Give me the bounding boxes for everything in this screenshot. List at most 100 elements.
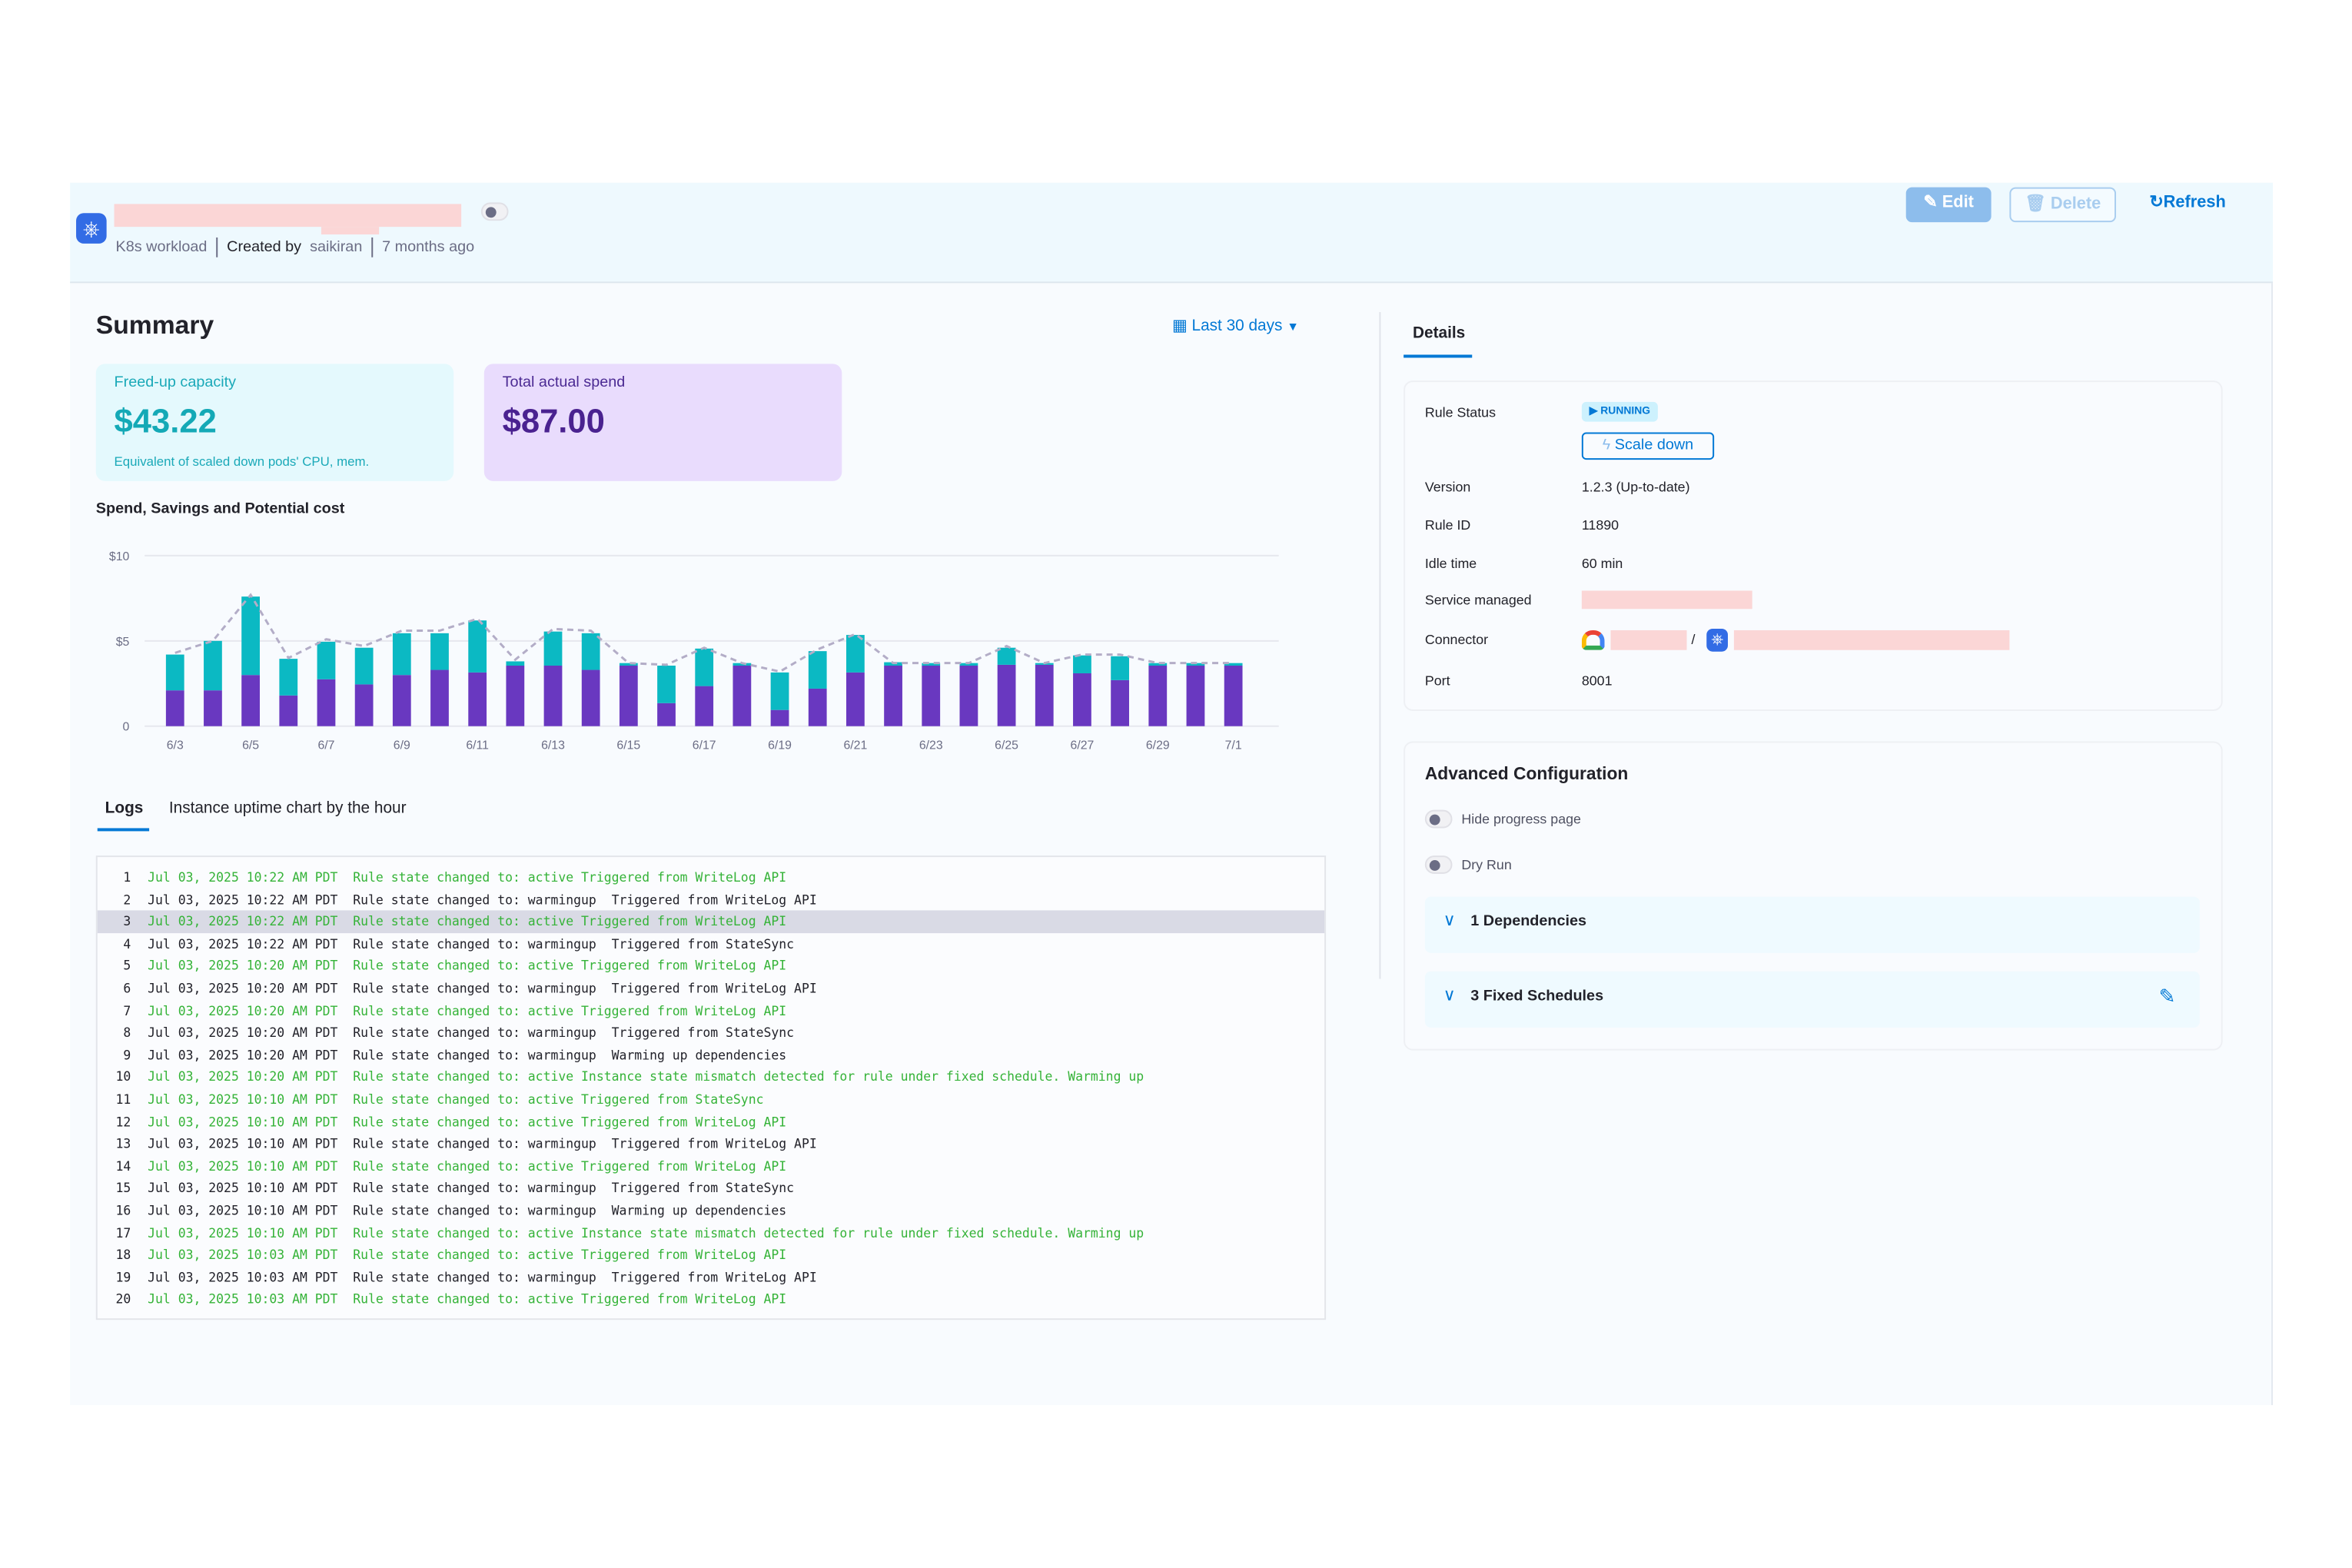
connector-redacted	[1610, 630, 1687, 650]
x-tick-label: 6/19	[768, 739, 792, 752]
log-row[interactable]: 15 Jul 03, 2025 10:10 AM PDT Rule state c…	[98, 1178, 1324, 1200]
dependencies-accordion[interactable]: ∨ 1 Dependencies	[1424, 896, 2200, 953]
service-managed-label: Service managed	[1424, 592, 1532, 608]
status-text: RUNNING	[1600, 406, 1651, 417]
log-row[interactable]: 3 Jul 03, 2025 10:22 AM PDT Rule state ch…	[97, 910, 1325, 933]
log-text: Jul 03, 2025 10:22 AM PDT Rule state cha…	[148, 891, 817, 907]
log-row[interactable]: 17 Jul 03, 2025 10:10 AM PDT Rule state c…	[98, 1222, 1324, 1244]
savings-bar	[165, 654, 184, 691]
log-row[interactable]: 1 Jul 03, 2025 10:22 AM PDT Rule state ch…	[98, 866, 1324, 889]
tab-uptime-chart[interactable]: Instance uptime chart by the hour	[168, 799, 407, 818]
play-icon: ▶	[1589, 406, 1598, 417]
savings-bar	[430, 633, 449, 670]
refresh-button[interactable]: ↻Refresh	[2138, 188, 2238, 223]
savings-bar	[733, 663, 752, 666]
log-row[interactable]: 9 Jul 03, 2025 10:20 AM PDT Rule state ch…	[98, 1044, 1324, 1066]
logs-panel[interactable]: 1 Jul 03, 2025 10:22 AM PDT Rule state ch…	[95, 855, 1327, 1321]
log-line-number: 3	[123, 913, 131, 929]
spend-bar	[204, 690, 222, 726]
spend-bar	[279, 695, 298, 726]
scale-down-label: Scale down	[1614, 437, 1694, 454]
x-tick-label: 6/27	[1071, 739, 1095, 752]
spend-chart: 0 $5 $10 6/3 6/5 6/7 6/9 6/11 6/13 6/15 6/17 6/19 6/…	[109, 550, 1279, 752]
y-tick-label: 0	[123, 721, 130, 734]
log-row[interactable]: 11 Jul 03, 2025 10:10 AM PDT Rule state c…	[98, 1088, 1324, 1111]
chart-title: Spend, Savings and Potential cost	[95, 500, 345, 518]
log-row[interactable]: 18 Jul 03, 2025 10:03 AM PDT Rule state c…	[98, 1244, 1324, 1267]
log-row[interactable]: 2 Jul 03, 2025 10:22 AM PDT Rule state ch…	[98, 889, 1324, 911]
x-tick-label: 6/21	[843, 739, 867, 752]
date-range-dropdown[interactable]: ▦ Last 30 days ▼	[1172, 317, 1299, 335]
savings-bar	[392, 633, 411, 676]
spend-bar	[695, 686, 714, 726]
log-line-number: 8	[123, 1025, 131, 1041]
trash-icon: 🗑	[2025, 194, 2046, 214]
spend-bar	[392, 675, 411, 726]
rule-id-label: Rule ID	[1424, 517, 1471, 533]
log-row[interactable]: 13 Jul 03, 2025 10:10 AM PDT Rule state c…	[98, 1133, 1324, 1155]
savings-bar	[354, 647, 374, 685]
log-line-number: 11	[115, 1091, 131, 1107]
log-line-number: 2	[123, 891, 131, 907]
log-row[interactable]: 5 Jul 03, 2025 10:20 AM PDT Rule state ch…	[98, 955, 1324, 978]
rule-enabled-toggle[interactable]	[480, 202, 509, 221]
caret-down-icon: ▼	[1287, 319, 1299, 334]
rule-age: 7 months ago	[382, 239, 475, 257]
savings-bar	[1111, 656, 1129, 680]
dry-run-toggle[interactable]	[1424, 855, 1453, 874]
spend-bar	[317, 679, 336, 726]
log-row[interactable]: 7 Jul 03, 2025 10:20 AM PDT Rule state ch…	[98, 999, 1324, 1022]
fixed-schedules-label: 3 Fixed Schedules	[1470, 988, 1604, 1005]
savings-bar	[279, 659, 298, 696]
total-spend-value: $87.00	[502, 401, 605, 440]
dry-run-label: Dry Run	[1461, 857, 1512, 872]
refresh-label: Refresh	[2163, 193, 2226, 212]
column-divider	[1379, 312, 1381, 979]
edit-button[interactable]: ✎ Edit	[1905, 187, 1992, 223]
log-text: Jul 03, 2025 10:20 AM PDT Rule state cha…	[148, 1069, 1144, 1085]
details-tab-indicator	[1404, 354, 1473, 358]
log-text: Jul 03, 2025 10:10 AM PDT Rule state cha…	[148, 1202, 787, 1218]
log-row[interactable]: 19 Jul 03, 2025 10:03 AM PDT Rule state c…	[98, 1266, 1324, 1288]
rule-header	[70, 182, 2274, 284]
fixed-schedules-accordion[interactable]: ∨ 3 Fixed Schedules ✎	[1424, 971, 2200, 1028]
log-line-number: 19	[115, 1269, 131, 1285]
spend-bar	[581, 669, 600, 726]
savings-bar	[808, 651, 827, 689]
delete-button[interactable]: 🗑 Delete	[2009, 187, 2117, 223]
log-text: Jul 03, 2025 10:10 AM PDT Rule state cha…	[148, 1135, 817, 1151]
log-text: Jul 03, 2025 10:03 AM PDT Rule state cha…	[148, 1269, 817, 1285]
log-text: Jul 03, 2025 10:20 AM PDT Rule state cha…	[148, 980, 817, 996]
savings-bar	[770, 672, 789, 710]
hide-progress-toggle[interactable]	[1424, 809, 1453, 829]
details-card	[1404, 380, 2223, 711]
savings-bar	[1073, 655, 1091, 673]
spend-bar	[808, 688, 827, 726]
tab-logs[interactable]: Logs	[105, 799, 144, 818]
log-row[interactable]: 4 Jul 03, 2025 10:22 AM PDT Rule state ch…	[98, 933, 1324, 955]
spend-bar	[922, 665, 941, 726]
log-row[interactable]: 6 Jul 03, 2025 10:20 AM PDT Rule state ch…	[98, 978, 1324, 1000]
kubernetes-icon: ⎈	[76, 213, 107, 244]
x-tick-label: 6/23	[919, 739, 943, 752]
cluster-redacted	[1733, 630, 2010, 650]
log-text: Jul 03, 2025 10:03 AM PDT Rule state cha…	[148, 1247, 787, 1263]
scale-down-button[interactable]: ϟ Scale down	[1581, 432, 1715, 460]
log-text: Jul 03, 2025 10:20 AM PDT Rule state cha…	[148, 1047, 787, 1063]
log-row[interactable]: 16 Jul 03, 2025 10:10 AM PDT Rule state c…	[98, 1200, 1324, 1222]
edit-schedules-pencil-icon[interactable]: ✎	[2158, 985, 2176, 1008]
edit-label: Edit	[1942, 193, 1974, 212]
log-line-number: 4	[123, 935, 131, 952]
log-row[interactable]: 8 Jul 03, 2025 10:20 AM PDT Rule state ch…	[98, 1022, 1324, 1044]
spend-bar	[619, 665, 638, 726]
spend-bar	[468, 672, 487, 726]
spend-bar	[1073, 673, 1091, 726]
log-row[interactable]: 14 Jul 03, 2025 10:10 AM PDT Rule state c…	[98, 1155, 1324, 1178]
tab-details[interactable]: Details	[1412, 324, 1466, 343]
log-row[interactable]: 20 Jul 03, 2025 10:03 AM PDT Rule state c…	[98, 1288, 1324, 1311]
rule-id-value: 11890	[1581, 517, 1619, 533]
savings-bar	[922, 663, 941, 666]
log-row[interactable]: 12 Jul 03, 2025 10:10 AM PDT Rule state c…	[98, 1111, 1324, 1133]
spend-bar	[959, 665, 978, 726]
log-row[interactable]: 10 Jul 03, 2025 10:20 AM PDT Rule state c…	[98, 1066, 1324, 1088]
